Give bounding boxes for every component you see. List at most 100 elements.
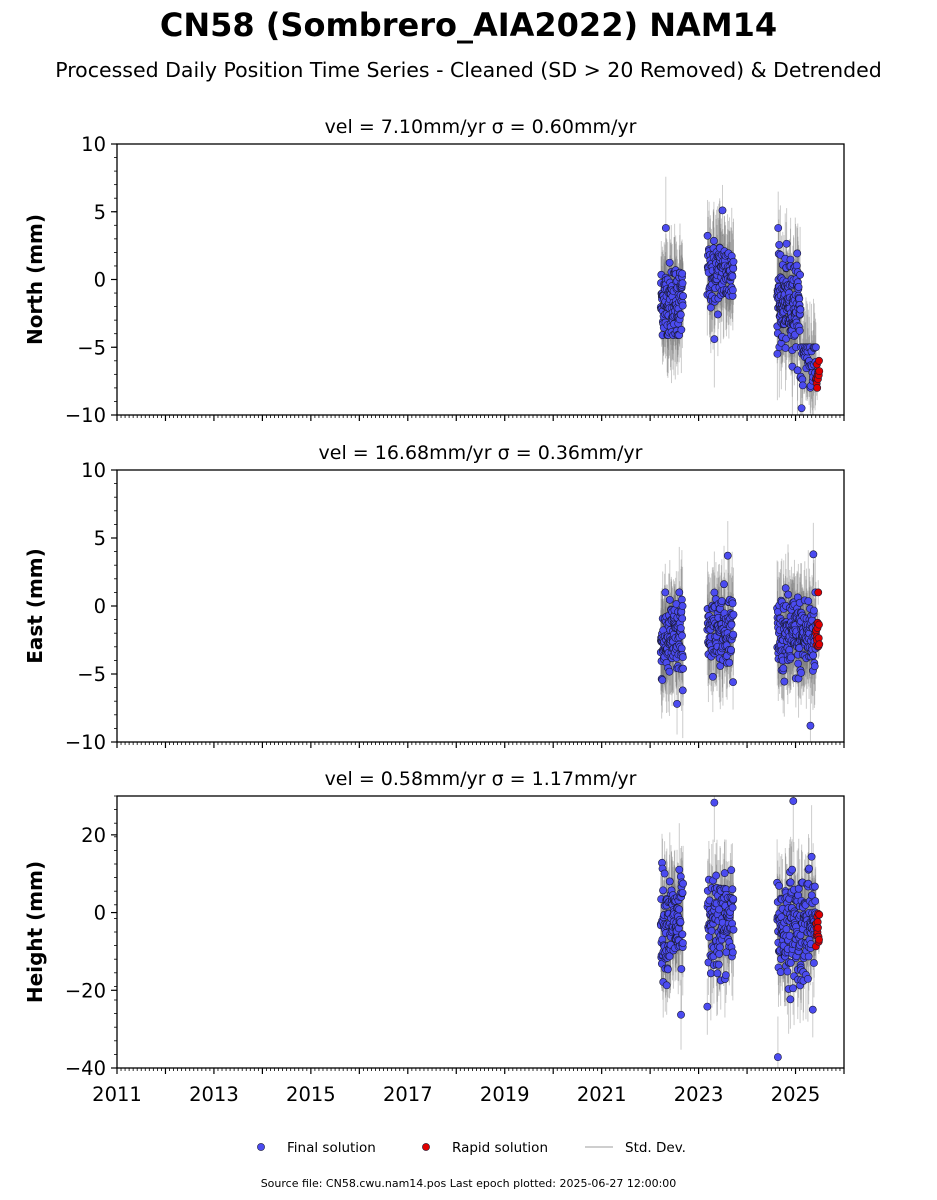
final-point (717, 597, 726, 605)
final-point (665, 667, 674, 676)
final-point (679, 879, 687, 888)
panel-title: vel = 16.68mm/yr σ = 0.36mm/yr (319, 442, 643, 464)
final-point (663, 965, 672, 974)
final-point (787, 653, 795, 662)
x-ticks (116, 742, 845, 748)
final-point (811, 882, 819, 891)
final-point (786, 878, 795, 887)
final-point (727, 866, 736, 875)
legend-final-marker (257, 1143, 265, 1151)
final-point (804, 974, 812, 983)
final-point (677, 595, 686, 604)
final-point (679, 292, 687, 300)
data-points (656, 797, 824, 1062)
final-point (728, 948, 737, 957)
y-ticks: 20 0 −20 −40 (65, 795, 117, 1080)
final-point (710, 798, 719, 807)
y-tick-label: 0 (94, 902, 106, 925)
final-point (678, 888, 687, 897)
final-point (675, 905, 684, 914)
final-point (713, 969, 722, 978)
final-point (789, 984, 797, 993)
panel-2: vel = 16.68mm/yr σ = 0.36mm/yr East (mm) 1… (23, 442, 845, 754)
y-tick-label: −10 (65, 731, 106, 754)
final-point (678, 269, 687, 278)
final-point (779, 664, 788, 673)
final-point (795, 326, 804, 335)
final-point (795, 644, 804, 652)
final-point (703, 231, 712, 240)
y-tick-label: 0 (94, 269, 106, 292)
final-point (679, 939, 687, 947)
final-point (786, 995, 795, 1004)
final-point (708, 672, 717, 681)
x-tick-label: 2025 (771, 1083, 821, 1106)
final-point (678, 631, 686, 640)
final-point (662, 981, 671, 990)
x-tick-label: 2013 (189, 1083, 239, 1106)
y-tick-label: −5 (77, 336, 106, 359)
final-point (676, 918, 685, 926)
final-point (786, 958, 795, 967)
final-point (804, 952, 813, 961)
final-point (678, 686, 687, 695)
final-point (805, 864, 813, 873)
final-point (707, 926, 716, 935)
final-point (794, 283, 803, 291)
final-point (793, 249, 802, 258)
data-points (656, 550, 824, 730)
final-point (796, 305, 805, 314)
y-tick-label: 0 (94, 595, 106, 618)
final-point (727, 620, 736, 629)
axes-frame (116, 143, 845, 416)
final-point (712, 871, 721, 880)
final-point (675, 588, 684, 597)
final-point (675, 865, 684, 874)
final-point (807, 891, 816, 900)
final-point (773, 349, 782, 358)
chart-title: CN58 (Sombrero_AIA2022) NAM14 (159, 6, 778, 44)
final-point (809, 550, 818, 559)
x-ticks (116, 415, 845, 421)
y-ticks: 10 5 0 −5 −10 (65, 133, 117, 427)
final-point (798, 381, 807, 390)
y-tick-label: −5 (77, 663, 106, 686)
x-tick-label: 2017 (383, 1083, 433, 1106)
final-point (678, 279, 687, 288)
rapid-point (815, 935, 823, 944)
final-point (783, 967, 792, 976)
y-ticks: 10 5 0 −5 −10 (65, 459, 117, 754)
panel-title: vel = 0.58mm/yr σ = 1.17mm/yr (325, 768, 637, 790)
final-point (665, 877, 674, 886)
final-point (794, 659, 803, 668)
final-point (784, 590, 793, 599)
final-point (678, 602, 687, 610)
source-footer: Source file: CN58.cwu.nam14.pos Last epo… (260, 1177, 677, 1190)
final-point (676, 624, 685, 633)
final-point (729, 678, 737, 687)
final-point (727, 646, 735, 654)
panel-3: vel = 0.58mm/yr σ = 1.17mm/yr Height (mm)… (23, 768, 845, 1106)
final-point (728, 272, 737, 281)
final-point (782, 239, 791, 248)
final-point (728, 286, 737, 295)
final-point (810, 606, 818, 615)
final-point (729, 925, 738, 934)
final-point (660, 869, 669, 878)
final-point (774, 224, 783, 232)
final-point (723, 551, 732, 560)
rapid-point (815, 640, 824, 649)
final-point (793, 366, 802, 375)
y-tick-label: 5 (94, 201, 106, 224)
x-tick-label: 2019 (480, 1083, 530, 1106)
panel-title: vel = 7.10mm/yr σ = 0.60mm/yr (325, 116, 637, 138)
final-point (797, 668, 805, 677)
final-point (679, 664, 687, 673)
final-point (665, 258, 674, 267)
y-tick-label: 10 (81, 459, 106, 482)
final-point (807, 852, 816, 861)
final-point (810, 959, 818, 967)
final-point (806, 721, 815, 730)
y-tick-label: −20 (65, 979, 106, 1002)
